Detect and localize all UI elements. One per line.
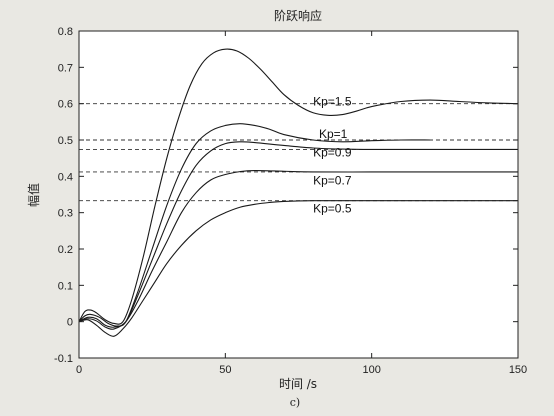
series-annotation-0: Kp=1.5 xyxy=(313,94,352,108)
plot-frame xyxy=(78,30,519,359)
y-tick-label-8: 0.7 xyxy=(58,62,73,74)
chart-title: 阶跃响应 xyxy=(274,8,322,23)
series-line-kp-0-7 xyxy=(78,169,518,330)
y-tick-label-4: 0.3 xyxy=(58,208,73,220)
figure-caption: c) xyxy=(290,396,300,409)
series-annotation-3: Kp=0.7 xyxy=(313,173,352,187)
axis-ticks: 0 50 100 150-0.100.10.20.30.40.50.60.70.8 xyxy=(54,26,527,376)
x-tick-label-1: 50 xyxy=(219,364,231,376)
y-tick-label-0: -0.1 xyxy=(54,353,73,365)
y-tick-label-7: 0.6 xyxy=(58,99,73,111)
plot-area xyxy=(79,31,518,358)
y-tick-label-6: 0.5 xyxy=(58,135,73,147)
series-annotations: Kp=1.5 Kp=1 Kp=0.9 Kp=0.7 Kp=0.5 xyxy=(313,94,352,215)
x-tick-label-3: 150 xyxy=(509,364,527,376)
series-line-kp-0-5 xyxy=(78,200,518,337)
series-annotation-1: Kp=1 xyxy=(319,127,348,141)
x-tick-label-0: 0 xyxy=(76,364,82,376)
series-annotation-4: Kp=0.5 xyxy=(313,202,352,216)
x-tick-label-2: 100 xyxy=(362,364,380,376)
y-tick-label-3: 0.2 xyxy=(58,244,73,256)
y-tick-label-5: 0.4 xyxy=(58,171,73,183)
series-line-kp-0-9 xyxy=(78,141,518,328)
y-tick-label-2: 0.1 xyxy=(58,280,73,292)
y-tick-label-1: 0 xyxy=(67,317,73,329)
series-annotation-2: Kp=0.9 xyxy=(313,145,352,159)
x-axis-label: 时间 /s xyxy=(279,377,317,391)
series-line-kp-1-5 xyxy=(78,48,519,325)
y-tick-label-9: 0.8 xyxy=(58,26,73,38)
series-lines xyxy=(78,48,519,337)
y-axis-label: 幅值 xyxy=(26,183,41,207)
series-line-kp-1 xyxy=(78,123,431,327)
